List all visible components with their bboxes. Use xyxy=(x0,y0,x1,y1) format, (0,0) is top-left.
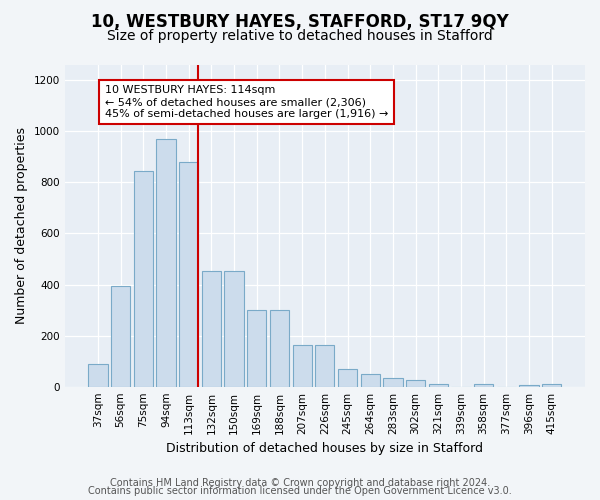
Bar xyxy=(338,369,357,386)
Bar xyxy=(202,270,221,386)
Text: 10, WESTBURY HAYES, STAFFORD, ST17 9QY: 10, WESTBURY HAYES, STAFFORD, ST17 9QY xyxy=(91,12,509,30)
Bar xyxy=(111,286,130,386)
Bar xyxy=(315,344,334,387)
Y-axis label: Number of detached properties: Number of detached properties xyxy=(15,128,28,324)
Bar xyxy=(293,344,312,387)
Bar xyxy=(179,162,199,386)
Text: Contains HM Land Registry data © Crown copyright and database right 2024.: Contains HM Land Registry data © Crown c… xyxy=(110,478,490,488)
Bar xyxy=(383,378,403,386)
Text: 10 WESTBURY HAYES: 114sqm
← 54% of detached houses are smaller (2,306)
45% of se: 10 WESTBURY HAYES: 114sqm ← 54% of detac… xyxy=(105,86,388,118)
X-axis label: Distribution of detached houses by size in Stafford: Distribution of detached houses by size … xyxy=(166,442,484,455)
Text: Size of property relative to detached houses in Stafford: Size of property relative to detached ho… xyxy=(107,29,493,43)
Bar xyxy=(157,139,176,386)
Bar xyxy=(88,364,107,386)
Bar xyxy=(406,380,425,386)
Bar xyxy=(542,384,562,386)
Bar xyxy=(224,270,244,386)
Bar xyxy=(428,384,448,386)
Bar xyxy=(474,384,493,386)
Bar xyxy=(361,374,380,386)
Bar xyxy=(247,310,266,386)
Bar xyxy=(270,310,289,386)
Text: Contains public sector information licensed under the Open Government Licence v3: Contains public sector information licen… xyxy=(88,486,512,496)
Bar xyxy=(134,171,153,386)
